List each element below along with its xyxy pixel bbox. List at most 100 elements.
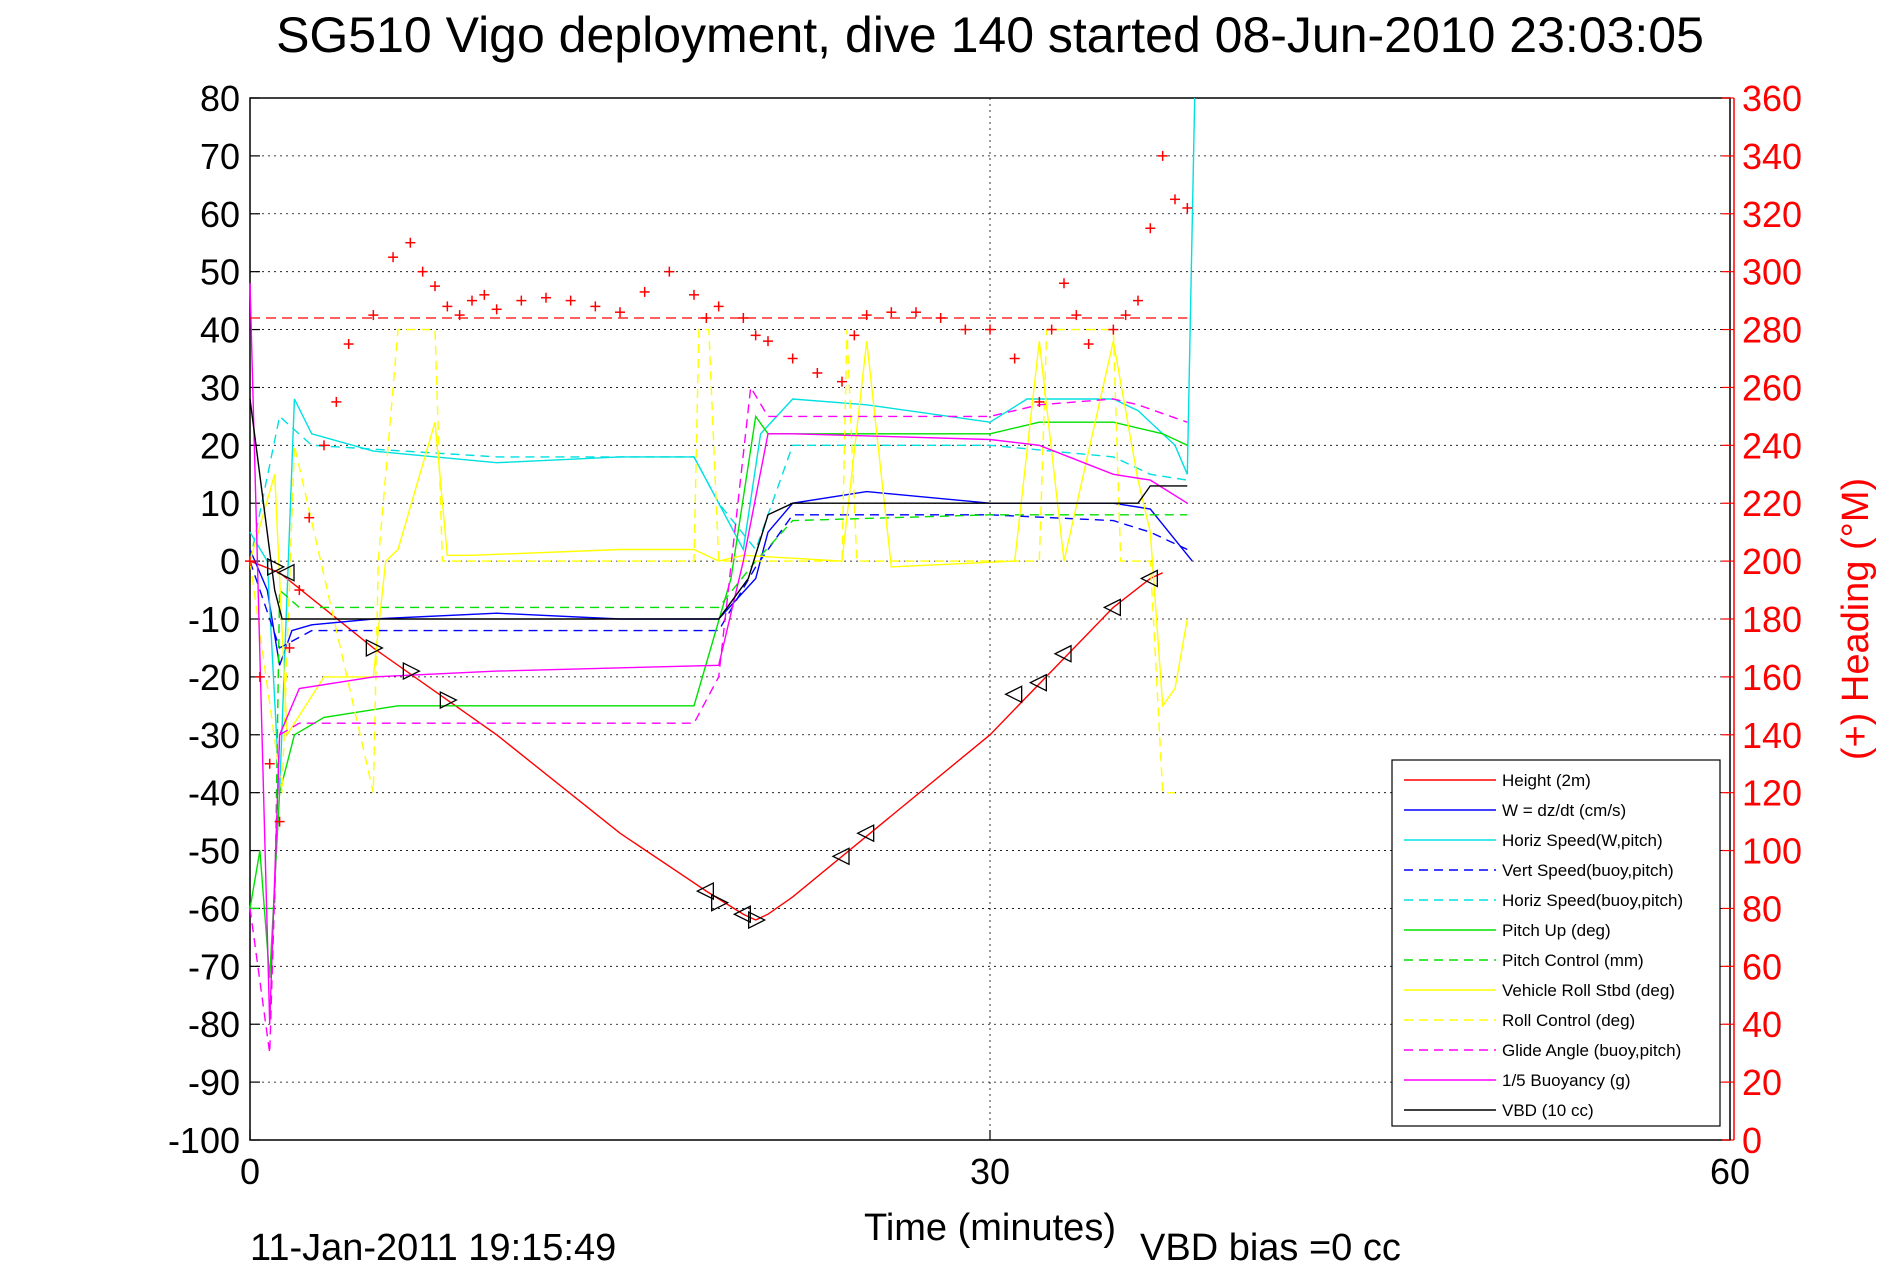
y2-tick-label: 340 xyxy=(1742,136,1802,177)
dive-marker-left xyxy=(276,563,295,582)
heading-point xyxy=(886,307,897,318)
heading-point xyxy=(405,237,416,248)
heading-point xyxy=(479,289,490,300)
y-tick-label: -10 xyxy=(188,599,240,640)
y2-tick-label: 140 xyxy=(1742,715,1802,756)
y2-tick-label: 120 xyxy=(1742,773,1802,814)
legend-label: Roll Control (deg) xyxy=(1502,1011,1635,1030)
heading-point xyxy=(935,312,946,323)
legend-label: Height (2m) xyxy=(1502,771,1591,790)
series-line-6 xyxy=(250,514,1188,910)
heading-point xyxy=(763,336,773,347)
heading-point xyxy=(849,330,860,341)
y-tick-label: -50 xyxy=(188,831,240,872)
series-line-2 xyxy=(249,97,1196,793)
legend-label: Pitch Up (deg) xyxy=(1502,921,1611,940)
vbd-bias-label: VBD bias =0 cc xyxy=(1140,1227,1401,1262)
heading-point xyxy=(442,301,453,312)
heading-point xyxy=(750,330,761,341)
y-tick-label: -20 xyxy=(188,657,240,698)
dive-marker-left xyxy=(1053,644,1072,663)
y-axis-left: 80 70 60 50 40 30 20 10 0 -10 -20 -30 -40 -50 -60 -70 -8… xyxy=(168,78,260,1161)
heading-point xyxy=(1083,339,1094,350)
y2-tick-label: 80 xyxy=(1742,888,1782,929)
y-tick-label: -60 xyxy=(188,888,240,929)
y2-tick-label: 180 xyxy=(1742,599,1802,640)
dive-marker-right xyxy=(267,557,286,576)
heading-point xyxy=(417,266,428,277)
legend-entry: Vehicle Roll Stbd (deg) xyxy=(1404,981,1675,1000)
heading-point xyxy=(812,367,823,378)
dive-marker-left xyxy=(695,882,714,901)
heading-point xyxy=(1182,202,1193,213)
heading-point xyxy=(639,286,650,297)
x-tick-label: 0 xyxy=(240,1151,260,1192)
heading-point xyxy=(1034,396,1045,407)
y2-axis-label: (+) Heading (°M) xyxy=(1835,478,1877,760)
series-layer xyxy=(249,97,1196,1054)
legend-entry: 1/5 Buoyancy (g) xyxy=(1404,1071,1631,1090)
footer-timestamp: 11-Jan-2011 19:15:49 xyxy=(250,1227,616,1262)
heading-point xyxy=(787,353,798,364)
dive-marker-right xyxy=(365,638,384,657)
legend-label: VBD (10 cc) xyxy=(1502,1101,1594,1120)
x-tick-label: 60 xyxy=(1710,1151,1750,1192)
series-line-7 xyxy=(249,340,1188,738)
series-line-4 xyxy=(249,415,1188,562)
legend: Height (2m) W = dz/dt (cm/s) Horiz Speed(W… xyxy=(1391,759,1721,1127)
y-tick-label: 70 xyxy=(200,136,240,177)
heading-point xyxy=(837,376,847,387)
heading-point xyxy=(284,642,295,653)
heading-point xyxy=(590,301,601,312)
dive-marker-left xyxy=(1004,685,1023,704)
y2-tick-label: 260 xyxy=(1742,367,1802,408)
chart-title: SG510 Vigo deployment, dive 140 started … xyxy=(276,7,1704,63)
heading-point xyxy=(516,295,527,306)
legend-label: Vert Speed(buoy,pitch) xyxy=(1502,861,1674,880)
y-tick-label: 30 xyxy=(200,367,240,408)
y2-tick-label: 60 xyxy=(1742,946,1782,987)
heading-point xyxy=(430,281,440,292)
y-tick-label: 20 xyxy=(200,425,240,466)
legend-entry: Vert Speed(buoy,pitch) xyxy=(1404,861,1674,880)
series-line-3 xyxy=(249,514,1188,649)
y-tick-label: -80 xyxy=(188,1004,240,1045)
dive-marker-left xyxy=(831,847,850,866)
legend-entry: Height (2m) xyxy=(1404,771,1591,790)
y-tick-label: 60 xyxy=(200,194,240,235)
heading-point xyxy=(388,252,399,263)
heading-layer xyxy=(245,150,1193,827)
heading-point xyxy=(454,310,465,321)
y-tick-label: -100 xyxy=(168,1120,240,1161)
x-axis: 0 30 60 xyxy=(240,1130,1750,1192)
y2-tick-label: 160 xyxy=(1742,657,1802,698)
dive-marker-left xyxy=(1028,673,1047,692)
legend-label: Vehicle Roll Stbd (deg) xyxy=(1502,981,1675,1000)
heading-point xyxy=(689,289,699,300)
y2-tick-label: 100 xyxy=(1742,831,1802,872)
y2-tick-label: 200 xyxy=(1742,541,1802,582)
y-axis-right: 3603403203002802602402202001801601401201… xyxy=(1722,78,1802,1161)
heading-point xyxy=(1009,353,1020,364)
heading-point xyxy=(368,310,379,321)
heading-point xyxy=(294,585,305,596)
legend-box xyxy=(1391,759,1721,1127)
heading-point xyxy=(1133,295,1143,306)
series-line-11 xyxy=(249,398,1188,620)
legend-label: 1/5 Buoyancy (g) xyxy=(1502,1071,1631,1090)
y2-tick-label: 360 xyxy=(1742,78,1802,119)
dive-marker-right xyxy=(402,662,421,681)
legend-entry: Pitch Control (mm) xyxy=(1404,951,1644,970)
legend-entry: Horiz Speed(buoy,pitch) xyxy=(1404,891,1683,910)
y-tick-label: 40 xyxy=(200,310,240,351)
heading-point xyxy=(467,295,477,306)
heading-point xyxy=(713,301,724,312)
heading-point xyxy=(861,310,872,321)
heading-point xyxy=(264,758,275,769)
legend-label: Glide Angle (buoy,pitch) xyxy=(1502,1041,1681,1060)
heading-point xyxy=(1170,194,1180,205)
dive-marker-right xyxy=(711,893,730,912)
heading-point xyxy=(245,556,255,567)
heading-point xyxy=(1046,324,1057,335)
